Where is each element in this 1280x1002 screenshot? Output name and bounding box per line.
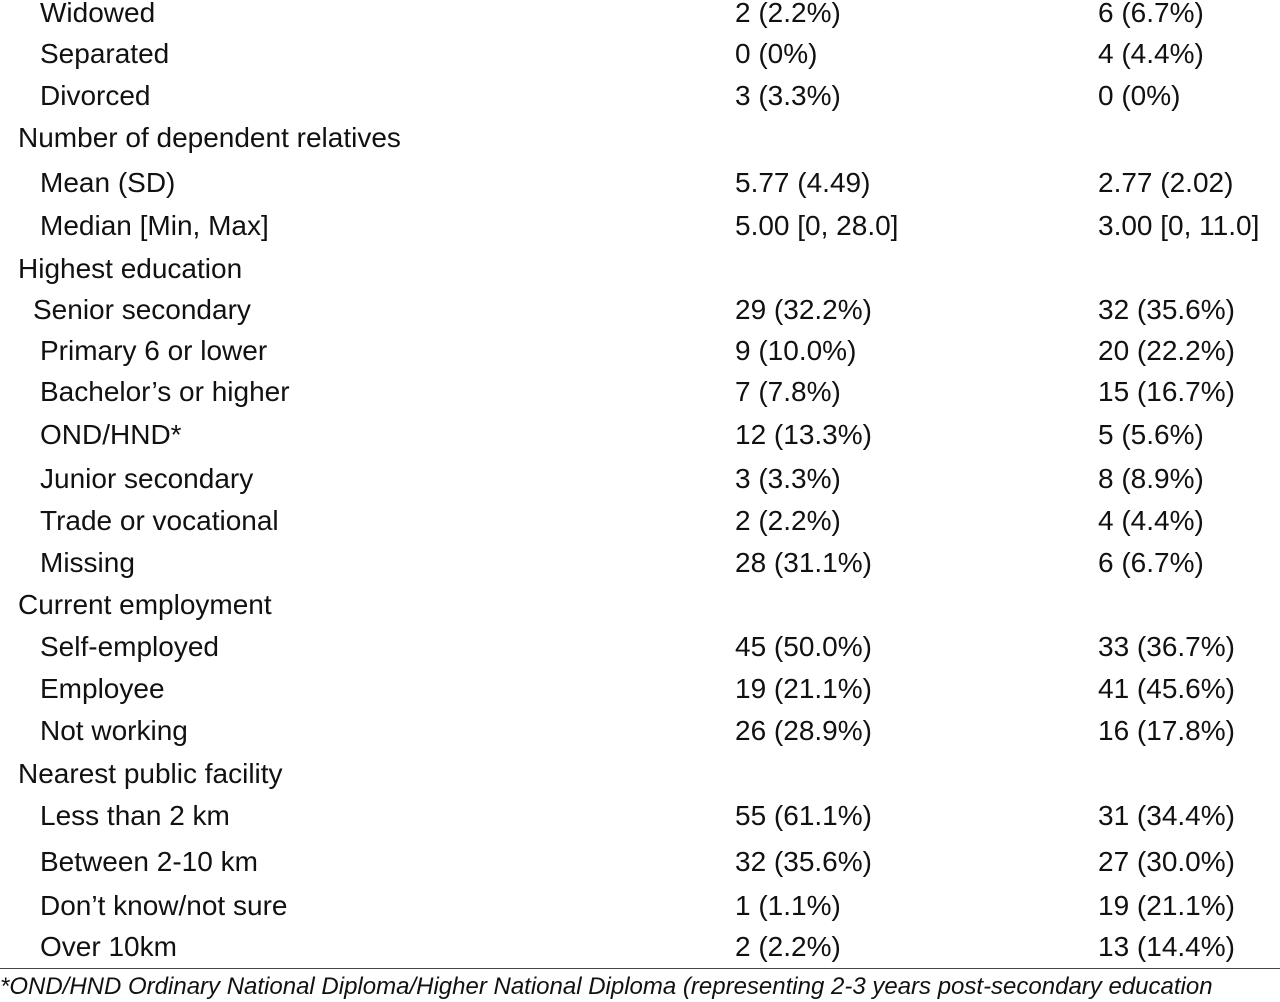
table-row-trade-vocational: Trade or vocational 2 (2.2%) 4 (4.4%) [0,504,1280,538]
section-header-dependent-relatives: Number of dependent relatives [0,121,1280,155]
group1-value: 2 (2.2%) [735,505,841,536]
group2-value: 13 (14.4%) [1098,931,1235,962]
row-label: Bachelor’s or higher [40,376,290,407]
table-row-bachelors: Bachelor’s or higher 7 (7.8%) 15 (16.7%) [0,375,1280,409]
group2-value: 19 (21.1%) [1098,890,1235,921]
row-label: OND/HND* [40,419,182,450]
row-label: Separated [40,38,170,69]
table-row-self-employed: Self-employed 45 (50.0%) 33 (36.7%) [0,630,1280,664]
group1-value: 9 (10.0%) [735,335,857,366]
group2-value: 5 (5.6%) [1098,419,1204,450]
group2-value: 8 (8.9%) [1098,463,1204,494]
table-row-median-range: Median [Min, Max] 5.00 [0, 28.0] 3.00 [0… [0,209,1280,243]
section-header-current-employment: Current employment [0,588,1280,622]
row-label: Less than 2 km [40,800,230,831]
table-row-less-than-2km: Less than 2 km 55 (61.1%) 31 (34.4%) [0,799,1280,833]
group1-value: 5.00 [0, 28.0] [735,210,899,241]
row-label: Not working [40,715,188,746]
table-footnote: *OND/HND Ordinary National Diploma/Highe… [0,973,1213,1000]
row-label: Between 2-10 km [40,846,258,877]
group2-value: 33 (36.7%) [1098,631,1235,662]
group1-value: 26 (28.9%) [735,715,872,746]
group1-value: 5.77 (4.49) [735,167,871,198]
group2-value: 4 (4.4%) [1098,38,1204,69]
group1-value: 1 (1.1%) [735,890,841,921]
table-row-ond-hnd: OND/HND* 12 (13.3%) 5 (5.6%) [0,418,1280,452]
table-row-missing: Missing 28 (31.1%) 6 (6.7%) [0,546,1280,580]
group2-value: 27 (30.0%) [1098,846,1235,877]
group2-value: 41 (45.6%) [1098,673,1235,704]
group1-value: 3 (3.3%) [735,463,841,494]
row-label: Senior secondary [33,294,251,325]
row-label: Missing [40,547,135,578]
table-row-mean-sd: Mean (SD) 5.77 (4.49) 2.77 (2.02) [0,166,1280,200]
group2-value: 20 (22.2%) [1098,335,1235,366]
group1-value: 19 (21.1%) [735,673,872,704]
group2-value: 2.77 (2.02) [1098,167,1234,198]
group1-value: 12 (13.3%) [735,419,872,450]
group2-value: 16 (17.8%) [1098,715,1235,746]
group1-value: 55 (61.1%) [735,800,872,831]
table-row-primary-6: Primary 6 or lower 9 (10.0%) 20 (22.2%) [0,334,1280,368]
group1-value: 29 (32.2%) [735,294,872,325]
section-label: Current employment [18,589,272,620]
table-row-over-10km: Over 10km 2 (2.2%) 13 (14.4%) [0,930,1280,964]
group1-value: 32 (35.6%) [735,846,872,877]
table-row-not-working: Not working 26 (28.9%) 16 (17.8%) [0,714,1280,748]
row-label: Self-employed [40,631,219,662]
row-label: Divorced [40,80,151,111]
row-label: Trade or vocational [40,505,279,536]
section-label: Highest education [18,253,243,284]
group1-value: 2 (2.2%) [735,0,841,28]
group2-value: 0 (0%) [1098,80,1181,111]
row-label: Median [Min, Max] [40,210,269,241]
row-label: Junior secondary [40,463,254,494]
group2-value: 15 (16.7%) [1098,376,1235,407]
table-row-junior-secondary: Junior secondary 3 (3.3%) 8 (8.9%) [0,462,1280,496]
group2-value: 32 (35.6%) [1098,294,1235,325]
row-label: Primary 6 or lower [40,335,268,366]
group2-value: 6 (6.7%) [1098,547,1204,578]
group2-value: 3.00 [0, 11.0] [1098,210,1260,241]
group2-value: 6 (6.7%) [1098,0,1204,28]
row-label: Widowed [40,0,156,28]
group1-value: 3 (3.3%) [735,80,841,111]
table-row-separated: Separated 0 (0%) 4 (4.4%) [0,37,1280,71]
section-header-nearest-facility: Nearest public facility [0,757,1280,791]
group2-value: 4 (4.4%) [1098,505,1204,536]
group1-value: 7 (7.8%) [735,376,841,407]
table-row-dont-know: Don’t know/not sure 1 (1.1%) 19 (21.1%) [0,889,1280,923]
row-label: Employee [40,673,165,704]
table-row-divorced: Divorced 3 (3.3%) 0 (0%) [0,79,1280,113]
group1-value: 2 (2.2%) [735,931,841,962]
table-row-widowed: Widowed 2 (2.2%) 6 (6.7%) [0,0,1280,30]
table-row-between-2-10km: Between 2-10 km 32 (35.6%) 27 (30.0%) [0,845,1280,879]
group1-value: 45 (50.0%) [735,631,872,662]
section-label: Number of dependent relatives [18,122,401,153]
group2-value: 31 (34.4%) [1098,800,1235,831]
table-row-employee: Employee 19 (21.1%) 41 (45.6%) [0,672,1280,706]
row-label: Over 10km [40,931,177,962]
section-header-highest-education: Highest education [0,252,1280,286]
group1-value: 28 (31.1%) [735,547,872,578]
group1-value: 0 (0%) [735,38,818,69]
table-bottom-rule [0,968,1280,969]
table-row-senior-secondary: Senior secondary 29 (32.2%) 32 (35.6%) [0,293,1280,327]
row-label: Don’t know/not sure [40,890,288,921]
section-label: Nearest public facility [18,758,283,789]
row-label: Mean (SD) [40,167,176,198]
